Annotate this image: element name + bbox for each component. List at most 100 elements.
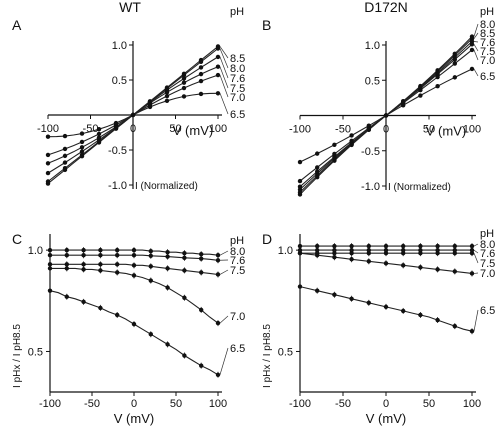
data-point [349,243,354,249]
column-title: WT [119,0,141,15]
x-tick-label: -100 [289,124,311,136]
data-point [62,133,68,139]
legend-title: pH [480,6,494,18]
series-8-5: 8.5 [297,28,495,195]
data-point [47,288,53,293]
data-point [45,170,51,176]
x-tick-label: 50 [169,123,181,135]
y-tick-label: 0.5 [112,75,127,87]
x-tick-label: -100 [289,398,311,410]
legend-label: 7.0 [480,268,495,280]
x-axis-label: V (mV) [426,124,466,139]
data-point [401,263,406,268]
data-point [469,271,475,276]
legend-label: 7.5 [480,258,495,270]
data-point [198,65,204,70]
data-point [81,299,86,305]
data-point [315,169,320,174]
data-point [215,258,221,263]
panel-letter: B [262,17,271,33]
data-point [435,84,440,89]
data-point [215,91,221,96]
data-point [98,305,103,311]
data-point [435,74,440,80]
data-point [81,247,86,253]
data-point [315,243,320,249]
data-point [131,273,137,278]
data-point [315,253,320,258]
data-point [79,152,85,158]
data-point [452,243,457,249]
y-tick-label: -0.5 [108,145,127,157]
data-point [401,250,406,256]
data-point [148,332,153,337]
data-point [182,255,187,261]
data-point [418,93,423,98]
data-point [452,250,457,256]
data-point [182,295,187,300]
data-point [452,57,457,62]
x-tick-label: -50 [84,398,100,410]
x-tick-label: 0 [130,123,136,135]
data-point [147,104,153,110]
data-point [469,42,475,47]
legend-leader [473,253,479,264]
y-tick-label: 1.0 [112,40,127,52]
x-tick-label: -100 [37,123,59,135]
data-point [401,103,406,108]
data-point [115,312,120,318]
data-point [297,284,303,289]
panel-d: D -100 -50 0 50 100 0.5 1.0 V (mV) I pHx / I pH8.… [262,228,495,426]
legend-label: 8.0 [480,239,495,251]
data-point [315,288,320,293]
data-point [131,263,137,268]
data-point [215,372,221,377]
data-point [115,247,120,253]
data-point [349,257,354,262]
data-point [182,353,187,358]
legend-leader [473,49,479,61]
x-tick-label: 100 [463,124,481,136]
data-point [165,266,170,271]
data-point [418,87,423,93]
data-point [64,247,70,253]
y-tick-label: 0.5 [28,346,43,358]
series-7-0: 7.0 [297,250,495,280]
data-point [418,265,423,270]
data-point [79,139,85,145]
data-point [383,261,389,266]
data-point [45,161,51,166]
x-tick-label: 50 [423,398,435,410]
data-point [215,272,221,277]
data-point [131,321,137,327]
legend-label: 7.6 [480,37,495,49]
data-point [64,262,70,267]
data-point [315,165,320,170]
legend-label: 7.6 [480,248,495,260]
data-point [366,259,371,264]
data-point [79,149,85,154]
data-point [47,253,53,258]
data-point [297,250,303,256]
y-axis-label: I (Normalized) [135,181,198,192]
legend-leader [473,243,479,247]
data-point [45,152,51,158]
y-axis-label: I pHx / I pH8.5 [12,324,23,388]
legend-label: 7.0 [480,55,495,67]
data-point [165,249,170,255]
legend-leader [473,32,479,39]
series-7-0: 7.0 [47,265,245,327]
data-point [81,267,86,272]
data-point [64,266,70,271]
legend-leader [473,41,479,43]
data-point [148,264,153,269]
data-point [418,247,423,253]
data-point [64,294,70,299]
x-tick-label: -100 [39,398,61,410]
data-point [198,78,204,84]
data-point [45,179,51,184]
data-point [62,146,68,152]
data-point [199,251,204,257]
y-tick-label: 1.0 [278,245,293,257]
panel-b: B D172N -100 -50 0 50 100 -1.0 -0.5 0.5 1.0 V (mV) I… [262,0,495,197]
